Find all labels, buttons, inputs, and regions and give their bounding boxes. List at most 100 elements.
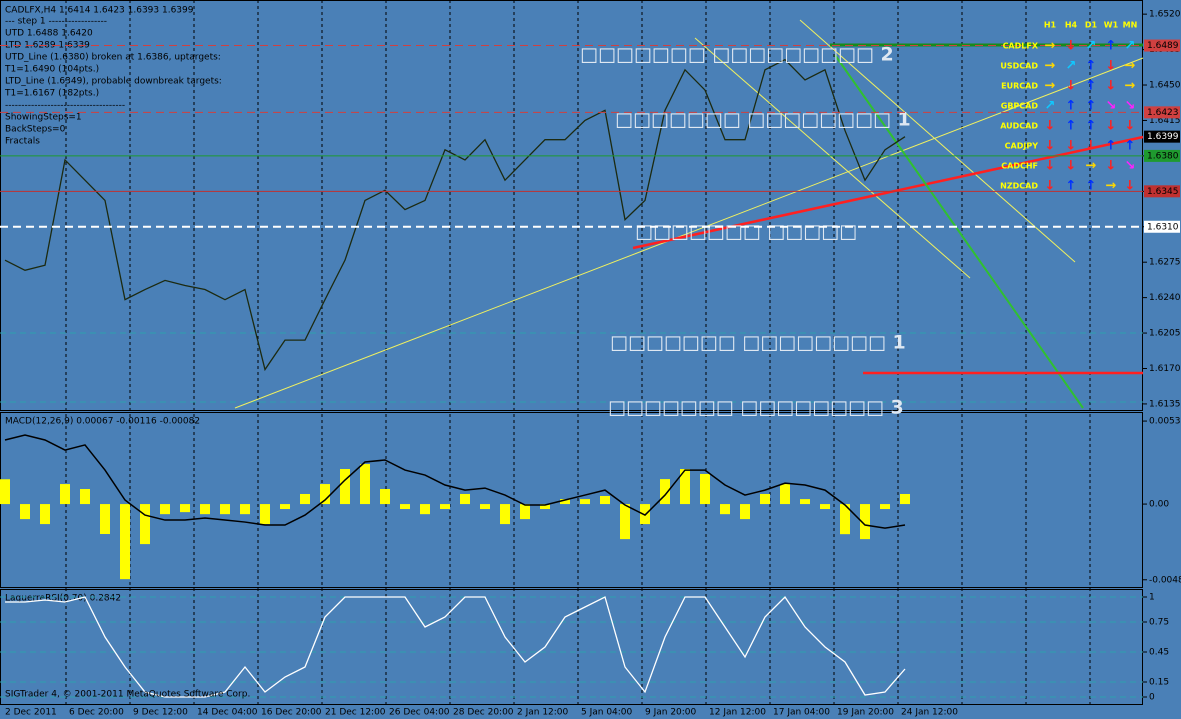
trend-arrow: ↑	[1066, 99, 1077, 114]
trend-arrow: ↘	[1125, 159, 1136, 174]
trend-arrow: →	[1045, 59, 1056, 74]
level-label: 1.6423	[1147, 108, 1179, 118]
x-tick-label: 12 Jan 12:00	[709, 708, 766, 718]
x-tick-label: 16 Dec 20:00	[261, 708, 322, 718]
histogram-bar	[440, 504, 450, 510]
info-line: UTD 1.6488 1.6420	[5, 29, 93, 39]
histogram-bar	[160, 504, 170, 515]
x-tick-label: 14 Dec 04:00	[197, 708, 258, 718]
trend-arrow: →	[1125, 79, 1136, 94]
pair-name: EURCAD	[1001, 82, 1038, 91]
trend-arrow: ↘	[1106, 99, 1117, 114]
level-label: 1.6489	[1147, 41, 1179, 51]
table-header: MN	[1123, 21, 1138, 30]
histogram-bar	[760, 493, 770, 505]
level-box	[1144, 185, 1180, 198]
histogram-bar	[520, 504, 530, 520]
histogram-bar	[340, 469, 350, 505]
histogram-bar	[480, 504, 490, 510]
histogram-bar	[800, 499, 810, 505]
trend-arrow: ↑	[1125, 139, 1136, 154]
histogram-bar	[60, 484, 70, 505]
histogram-bar	[820, 504, 830, 510]
trend-arrow: ↓	[1045, 139, 1056, 154]
x-tick-label: 21 Dec 12:00	[325, 708, 386, 718]
histogram-bar	[320, 484, 330, 505]
histogram-bar	[780, 484, 790, 505]
panel-title: CADLFX,H4 1.6414 1.6423 1.6393 1.6399	[5, 6, 194, 16]
histogram-bar	[40, 504, 50, 525]
trend-line	[234, 57, 1144, 409]
x-tick-label: 26 Dec 04:00	[389, 708, 450, 718]
x-tick-label: 28 Dec 20:00	[453, 708, 514, 718]
info-line: -------------------------------------	[5, 101, 125, 111]
level-label: 1.6380	[1147, 151, 1179, 161]
histogram-bar	[860, 504, 870, 540]
trend-arrow: ↓	[1066, 159, 1077, 174]
histogram-bar	[420, 504, 430, 515]
trend-arrow: ↓	[1066, 39, 1077, 54]
level-box	[1144, 149, 1180, 162]
histogram-bar	[540, 504, 550, 510]
trend-arrow: ↑	[1066, 119, 1077, 134]
trend-arrow: ↓	[1066, 79, 1077, 94]
table-header: H4	[1065, 21, 1078, 30]
trend-arrow: ↓	[1125, 119, 1136, 134]
trend-arrow: ↗	[1066, 59, 1077, 74]
info-line: T1=1.6167 (182pts.)	[4, 89, 99, 99]
histogram-bar	[900, 493, 910, 505]
histogram-bar	[280, 504, 290, 510]
histogram-bar	[100, 504, 110, 535]
trend-line	[694, 37, 971, 279]
x-tick-label: 17 Jan 04:00	[773, 708, 830, 718]
pair-name: USDCAD	[1000, 62, 1038, 71]
panel-title: MACD(12,26,9) 0.00067 -0.00116 -0.00082	[5, 417, 200, 427]
histogram-bar	[580, 499, 590, 505]
x-tick-label: 9 Dec 12:00	[133, 708, 188, 718]
info-line: --- step 1 ------------------	[5, 17, 107, 27]
trend-arrow: ↗	[1086, 39, 1097, 54]
histogram-bar	[460, 493, 470, 505]
histogram-bar	[720, 504, 730, 515]
trend-arrow: ↓	[1125, 179, 1136, 194]
y-tick-label: 1.6170	[1149, 364, 1181, 374]
trend-arrow: →	[1125, 59, 1136, 74]
x-tick-label: 2 Dec 2011	[5, 708, 57, 718]
data-line	[5, 595, 906, 698]
histogram-bar	[740, 504, 750, 520]
trend-arrow: ↓	[1045, 179, 1056, 194]
trend-arrow: ↑	[1086, 59, 1097, 74]
histogram-bar	[180, 504, 190, 513]
y-tick-label: 1.6135	[1149, 399, 1181, 409]
x-tick-label: 2 Jan 12:00	[517, 708, 569, 718]
y-tick-label: 1.6205	[1149, 329, 1181, 339]
trend-arrow: ↗	[1125, 39, 1136, 54]
y-tick-label: 0.15	[1149, 678, 1169, 688]
data-line	[4, 58, 906, 372]
pair-name: NZDCAD	[1000, 182, 1038, 191]
histogram-bar	[140, 504, 150, 545]
trend-arrow: →	[1086, 159, 1097, 174]
y-tick-label: 1.6520	[1149, 10, 1181, 20]
trend-arrow: ↓	[1106, 119, 1117, 134]
histogram-bar	[680, 469, 690, 505]
y-tick-label: -0.00488	[1149, 575, 1181, 585]
histogram-bar	[560, 499, 570, 505]
y-tick-label: 1.6415	[1149, 116, 1181, 126]
zone-label: □□□□□□□ □□□□□□□□ 3	[608, 397, 904, 419]
trend-arrow: →	[1045, 39, 1056, 54]
rsi-panel	[0, 589, 1143, 705]
histogram-bar	[880, 504, 890, 510]
y-tick-label: 1.6275	[1149, 258, 1181, 268]
trend-arrow: ↓	[1086, 139, 1097, 154]
trend-arrow: ↓	[1045, 159, 1056, 174]
y-tick-label: 0.00535	[1149, 417, 1181, 427]
trend-arrow: ↗	[1045, 99, 1056, 114]
histogram-bar	[120, 504, 130, 580]
y-tick-label: 1.6450	[1149, 81, 1181, 91]
histogram-bar	[620, 504, 630, 540]
zone-label: □□□□□□□ □□□□□□□□□ 2	[580, 44, 894, 66]
y-tick-label: 0.00	[1149, 500, 1169, 510]
